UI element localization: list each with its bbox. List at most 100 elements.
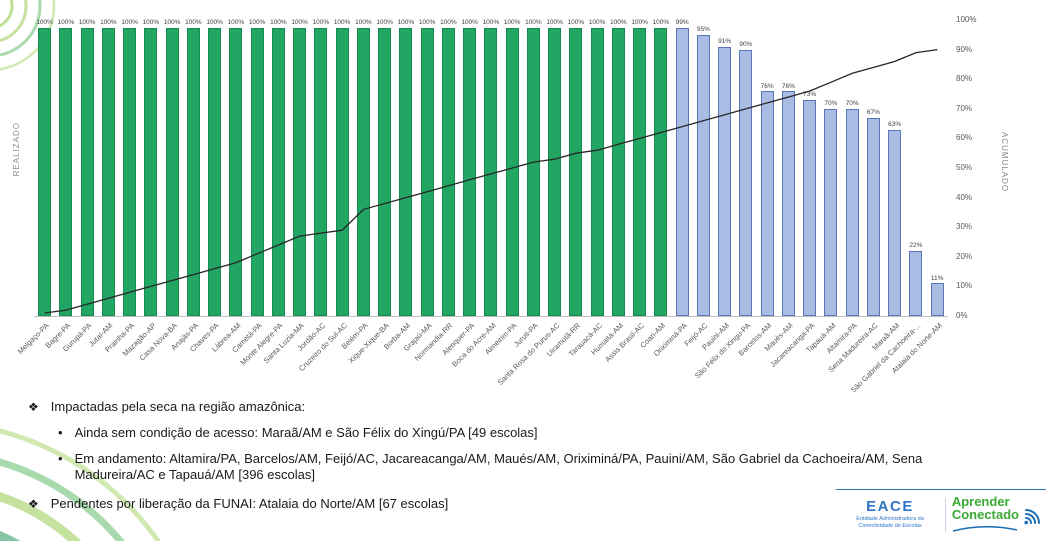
bar-value-label: 100%	[206, 19, 223, 26]
x-axis-labels: Melgaço-PA Bagre-PA Gurupá-PA Jutaí-AM Prain…	[16, 319, 948, 401]
bar-value-label: 90%	[739, 41, 753, 49]
bar-value-label: 100%	[163, 19, 181, 26]
bar-value-label: 100%	[525, 19, 542, 26]
y-axis-tick-label: 80%	[956, 74, 973, 84]
bar	[186, 27, 200, 316]
bar-column: 100%	[608, 19, 629, 316]
bar-column: 95%	[693, 20, 714, 316]
y-axis-tick-label: 90%	[956, 44, 973, 54]
bar-column: 63%	[884, 20, 905, 316]
y-axis-right-ticks: 100% 90% 80% 70% 60% 50% 40% 30% 20% 10% 0%	[956, 16, 996, 320]
bar-value-label: 100%	[185, 19, 202, 26]
bar	[378, 27, 392, 316]
y-axis-tick-label: 100%	[956, 15, 977, 24]
aprender-line1: Aprender	[951, 494, 1010, 509]
bar-value-label: 100%	[227, 19, 245, 26]
bar	[59, 27, 73, 316]
bar-value-label: 100%	[652, 19, 670, 26]
bar	[441, 27, 455, 316]
bar	[866, 117, 880, 316]
eace-logo-name: EACE	[866, 498, 914, 516]
bar-column: 99%	[672, 19, 693, 316]
bar-column: 100%	[587, 19, 608, 316]
bar-column: 100%	[438, 19, 459, 316]
y-axis-tick-label: 50%	[956, 163, 973, 172]
bar-value-label: 100%	[78, 19, 96, 26]
bar-value-label: 100%	[610, 19, 627, 26]
bar-value-label: 63%	[888, 121, 902, 129]
bar-value-label: 11%	[930, 274, 944, 282]
bar	[781, 91, 795, 316]
footer-logos: EACE Entidade Administradora da Conectiv…	[836, 489, 1046, 534]
bar	[696, 34, 710, 316]
bar	[739, 49, 753, 316]
bar-column: 70%	[842, 20, 863, 316]
bar-column: 100%	[374, 19, 395, 316]
bar	[824, 108, 838, 316]
bar	[229, 27, 243, 316]
bar	[803, 99, 817, 316]
bar	[484, 27, 498, 316]
note-funai: ❖ Pendentes por liberação da FUNAI: Atal…	[28, 496, 940, 512]
bar	[463, 27, 477, 316]
note-impacted-text: Impactadas pela seca na região amazônica…	[50, 399, 306, 414]
bar-value-label: 100%	[270, 19, 287, 26]
bar-value-label: 100%	[461, 19, 478, 26]
bar-column: 100%	[140, 19, 161, 316]
bar-value-label: 70%	[845, 100, 859, 108]
bar-column: 100%	[119, 19, 140, 316]
bar-column: 76%	[778, 20, 799, 316]
bar	[888, 129, 902, 316]
bar	[505, 27, 519, 316]
note-funai-text: Pendentes por liberação da FUNAI: Atalai…	[50, 496, 449, 511]
bar-value-label: 100%	[397, 19, 415, 26]
plot-area: 100% 100% 100% 100% 100% 100% 100% 100% 100% 100%…	[34, 19, 948, 317]
bar-value-label: 99%	[675, 19, 689, 26]
aprender-conectado-logo: Aprender Conectado	[952, 495, 1046, 534]
note-no-access-text: Ainda sem condição de acesso: Maraã/AM e…	[74, 425, 538, 441]
bar-value-label: 100%	[503, 19, 521, 26]
bar	[399, 27, 413, 316]
bar	[909, 250, 923, 316]
note-no-access: • Ainda sem condição de acesso: Maraã/AM…	[58, 425, 940, 441]
bar-column: 100%	[523, 19, 544, 316]
bar-value-label: 100%	[333, 19, 351, 26]
bar	[548, 27, 562, 316]
bar-value-label: 100%	[248, 19, 266, 26]
bar	[314, 27, 328, 316]
bar	[569, 27, 583, 316]
bar-column: 100%	[225, 19, 246, 316]
bar	[335, 27, 349, 316]
note-in-progress: • Em andamento: Altamira/PA, Barcelos/AM…	[58, 451, 940, 484]
bar-column: 100%	[162, 19, 183, 316]
eace-logo-subtitle: Entidade Administradora da Conectividade…	[856, 516, 924, 529]
bar-column: 100%	[268, 19, 289, 316]
bar-column: 90%	[735, 20, 756, 316]
bar-value-label: 100%	[312, 19, 330, 26]
y-axis-tick-label: 30%	[956, 222, 973, 232]
y-axis-tick-label: 10%	[956, 281, 973, 291]
bar	[250, 27, 264, 316]
logo-divider	[945, 497, 947, 532]
bar	[165, 27, 179, 316]
bar-column: 100%	[353, 19, 374, 316]
bar-column: 100%	[459, 19, 480, 316]
bar-value-label: 100%	[100, 19, 117, 26]
bar	[633, 27, 647, 316]
bar-column: 73%	[799, 20, 820, 316]
bar	[526, 27, 540, 316]
bar-column: 67%	[863, 20, 884, 316]
bar-value-label: 91%	[718, 38, 732, 46]
bar-value-label: 22%	[909, 242, 923, 250]
bar-value-label: 100%	[36, 19, 53, 26]
bar-value-label: 100%	[57, 19, 75, 26]
bar-value-label: 100%	[631, 19, 648, 26]
bar	[123, 27, 137, 316]
eace-logo: EACE Entidade Administradora da Conectiv…	[836, 499, 940, 530]
wifi-icon	[1024, 508, 1040, 524]
bar	[718, 46, 732, 316]
bar-column: 100%	[34, 19, 55, 316]
note-impacted: ❖ Impactadas pela seca na região amazôni…	[28, 399, 940, 415]
bar	[101, 27, 115, 316]
